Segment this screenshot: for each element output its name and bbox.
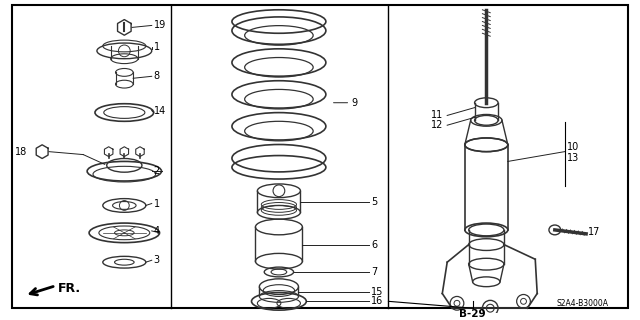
Text: 8: 8 [154,71,160,81]
Text: FR.: FR. [58,282,81,295]
Text: 3: 3 [154,255,160,265]
Text: 9: 9 [351,98,357,108]
Text: 16: 16 [371,296,383,306]
Text: 4: 4 [154,226,160,236]
Text: 1: 1 [154,198,160,209]
Text: S2A4-B3000A: S2A4-B3000A [557,299,609,308]
Text: 12: 12 [431,120,443,130]
Text: 7: 7 [371,267,377,277]
Text: 11: 11 [431,110,443,120]
Text: 6: 6 [371,240,377,250]
Text: 5: 5 [371,196,377,206]
Text: 1: 1 [154,42,160,52]
Text: 2: 2 [154,166,160,176]
Text: 13: 13 [566,154,579,164]
Text: 19: 19 [154,20,166,30]
Text: 15: 15 [371,286,383,297]
Text: 17: 17 [588,227,600,237]
Text: 14: 14 [154,106,166,116]
Text: 18: 18 [15,147,27,157]
Text: 10: 10 [566,142,579,152]
Text: B-29: B-29 [460,309,486,319]
